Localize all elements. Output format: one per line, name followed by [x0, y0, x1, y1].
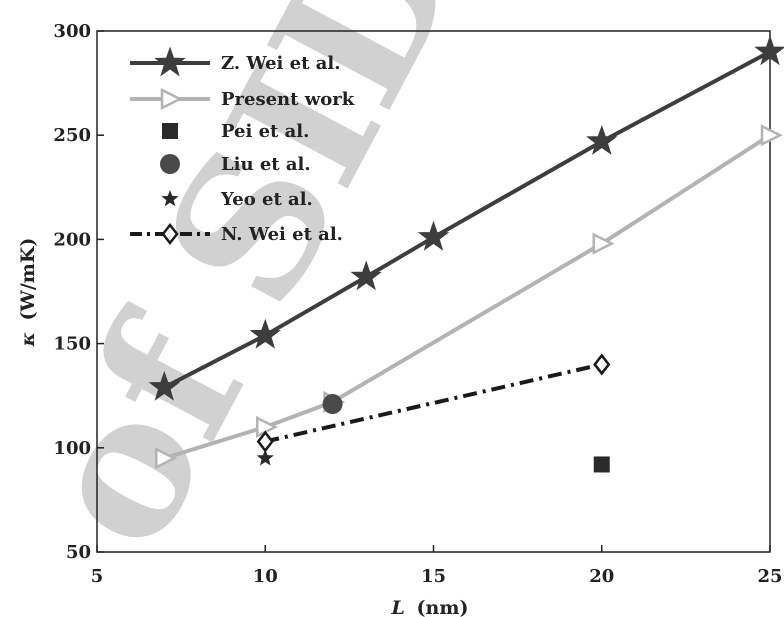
legend-item-liu: Liu et al.	[160, 154, 311, 175]
y-axis-symbol: κ	[17, 332, 39, 347]
x-tick-label: 10	[253, 566, 278, 587]
x-tick-label: 25	[757, 566, 782, 587]
data-point	[256, 430, 274, 453]
y-tick-label: 100	[53, 438, 91, 459]
data-point	[760, 124, 783, 147]
legend-label-yeo: Yeo et al.	[220, 189, 313, 210]
series-line	[163, 50, 771, 390]
legend-item-z-wei: Z. Wei et al.	[130, 46, 340, 77]
data-point	[256, 449, 274, 466]
series-3	[322, 394, 343, 415]
legend-marker-shape	[161, 190, 179, 207]
series-2	[593, 456, 610, 473]
data-point	[593, 353, 611, 376]
legend-label-liu: Liu et al.	[221, 154, 311, 175]
y-axis-unit: (W/mK)	[17, 238, 39, 321]
axis-ticks: 5 10 15 20 25 50 100 150 200 250 300	[53, 21, 782, 587]
series-layer	[148, 35, 784, 473]
legend-marker-shape	[162, 123, 178, 139]
legend-marker-shape	[161, 222, 179, 246]
legend-marker-shape	[160, 154, 180, 174]
legend-label-n-wei: N. Wei et al.	[221, 224, 343, 245]
y-tick-label: 200	[53, 229, 91, 250]
x-tick-label: 5	[91, 566, 104, 587]
series-4	[256, 449, 274, 466]
x-axis-symbol: L	[391, 597, 405, 617]
data-point	[417, 220, 450, 251]
y-tick-label: 300	[53, 21, 91, 42]
y-axis-label: κ (W/mK)	[17, 238, 39, 348]
data-point	[155, 447, 178, 470]
legend-marker-circle	[160, 154, 180, 174]
legend-item-yeo: Yeo et al.	[161, 189, 313, 210]
legend-item-present-work: Present work	[130, 87, 355, 111]
data-point	[586, 124, 618, 155]
x-axis-unit: (nm)	[417, 597, 469, 617]
legend-marker-diamond	[161, 222, 179, 246]
legend: Z. Wei et al. Present work Pei et al. Li…	[130, 46, 355, 246]
data-point	[754, 35, 784, 66]
legend-label-z-wei: Z. Wei et al.	[221, 53, 340, 74]
legend-item-pei: Pei et al.	[162, 121, 309, 142]
legend-marker-small-star	[161, 190, 179, 207]
legend-label-pei: Pei et al.	[221, 121, 309, 142]
series-0	[148, 35, 784, 401]
data-point	[592, 232, 615, 255]
y-tick-label: 150	[53, 334, 91, 355]
legend-label-present-work: Present work	[221, 89, 355, 110]
y-tick-label: 50	[66, 542, 91, 563]
data-point	[322, 394, 343, 415]
legend-item-n-wei: N. Wei et al.	[130, 222, 343, 246]
data-point	[350, 260, 382, 291]
legend-marker-square	[162, 123, 178, 139]
series-5	[256, 353, 611, 453]
x-tick-label: 15	[421, 566, 446, 587]
watermark-text: of SID	[0, 0, 502, 581]
legend-marker-triangle	[160, 87, 183, 111]
data-point	[249, 318, 281, 349]
x-tick-label: 20	[589, 566, 614, 587]
legend-marker-shape	[154, 46, 186, 77]
legend-marker-shape	[160, 87, 183, 111]
y-tick-label: 250	[53, 125, 91, 146]
x-axis-label: L (nm)	[391, 597, 469, 617]
data-point	[148, 370, 181, 401]
data-point	[256, 415, 279, 438]
legend-marker-star	[154, 46, 186, 77]
series-line	[264, 362, 603, 444]
data-point	[593, 456, 610, 473]
